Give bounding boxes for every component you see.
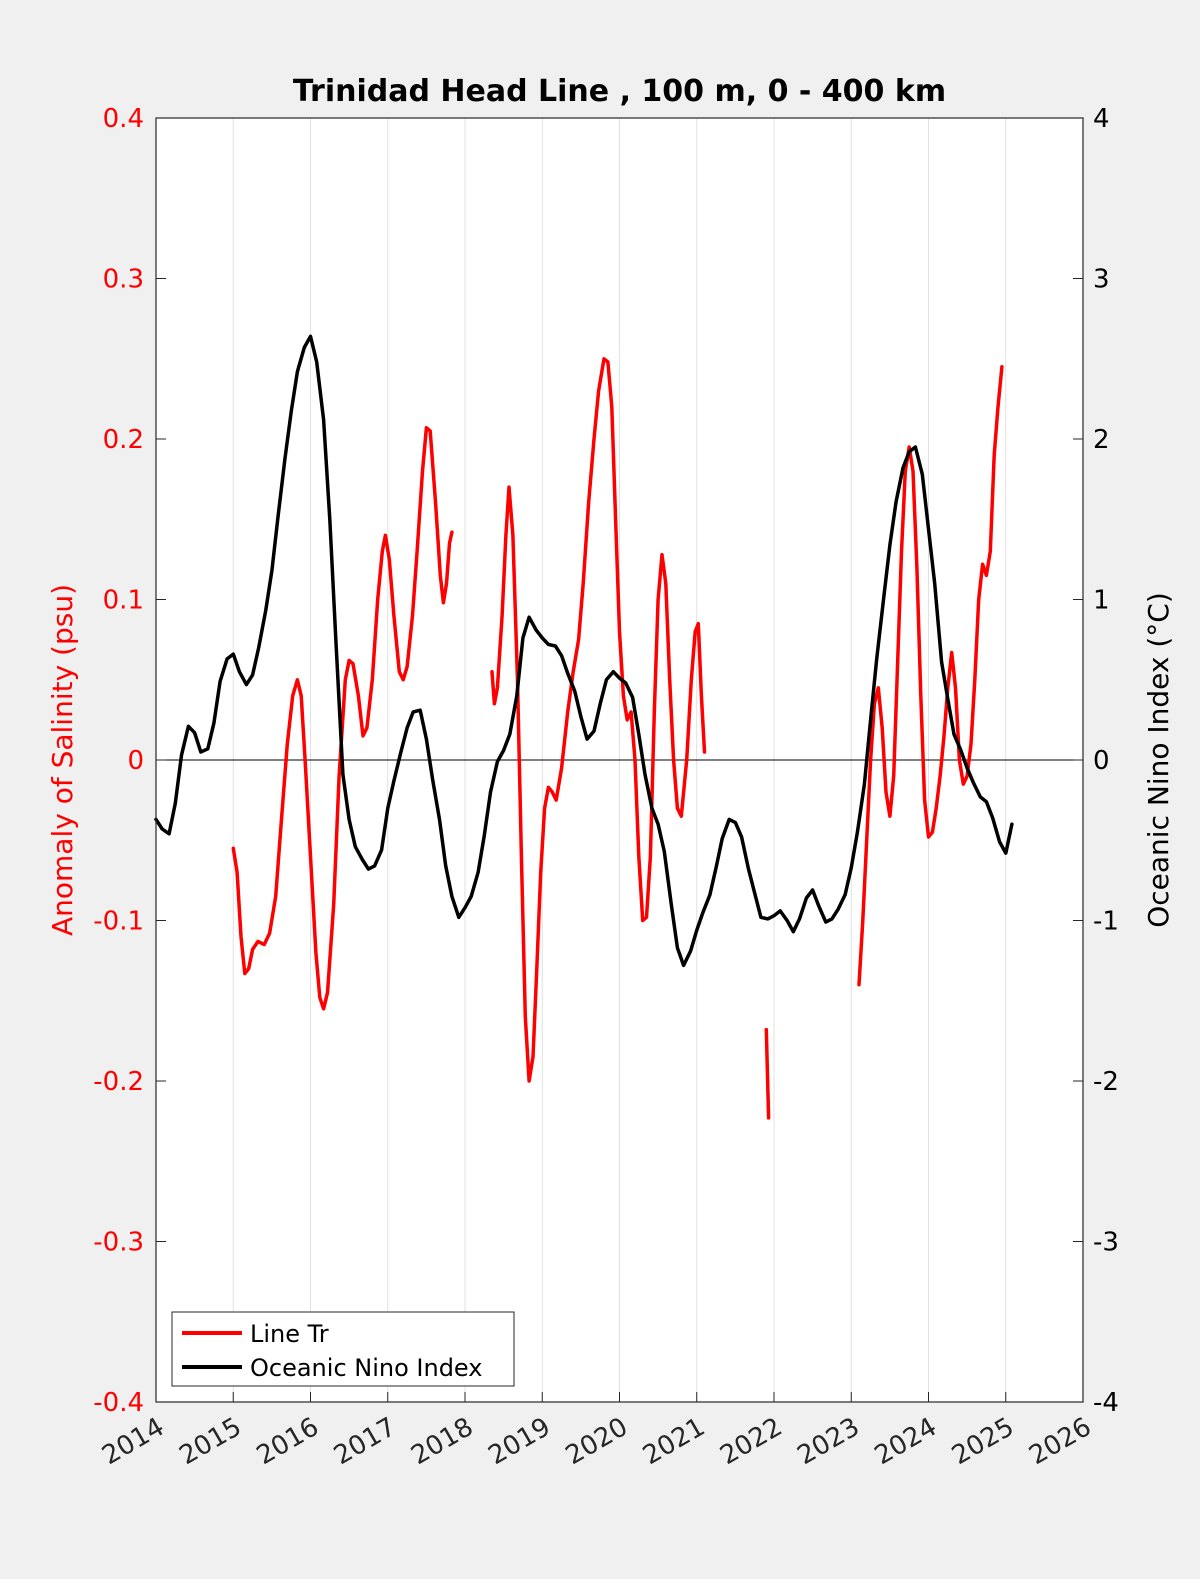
y-right-tick-label: -1 [1093, 907, 1119, 937]
y-right-tick-label: 2 [1093, 425, 1110, 455]
series-line-tr [490, 357, 707, 1083]
y-left-tick-label: -0.2 [93, 1067, 144, 1097]
y-axis-right-label: Oceanic Nino Index (°C) [1142, 592, 1175, 928]
y-left-tick-label: 0.2 [103, 425, 144, 455]
legend-box [171, 1311, 515, 1387]
y-left-tick-label: 0.4 [103, 104, 144, 134]
y-right-tick-label: 3 [1093, 265, 1110, 295]
series-oceanic-nino-index [154, 334, 1014, 968]
y-left-tick-label: 0.1 [103, 586, 144, 616]
legend-label-oni: Oceanic Nino Index [250, 1354, 482, 1382]
series-line-tr [764, 1027, 771, 1120]
series-line-tr [231, 426, 454, 1011]
y-right-tick-label: -4 [1093, 1388, 1119, 1418]
y-right-tick-label: -3 [1093, 1228, 1119, 1258]
y-left-tick-label: -0.3 [93, 1228, 144, 1258]
y-axis-left-label: Anomaly of Salinity (psu) [46, 584, 79, 936]
y-left-tick-label: 0 [127, 746, 144, 776]
chart-title: Trinidad Head Line , 100 m, 0 - 400 km [293, 74, 946, 109]
y-left-tick-label: 0.3 [103, 265, 144, 295]
y-right-tick-label: 1 [1093, 586, 1110, 616]
legend-label-line-tr: Line Tr [250, 1320, 329, 1348]
series-layer [154, 334, 1014, 1120]
series-line-tr [857, 365, 1004, 987]
y-right-tick-label: -2 [1093, 1067, 1119, 1097]
y-left-tick-label: -0.1 [93, 907, 144, 937]
legend: Line Tr Oceanic Nino Index [171, 1311, 515, 1387]
y-right-tick-label: 4 [1093, 104, 1110, 134]
y-left-tick-label: -0.4 [93, 1388, 144, 1418]
y-right-tick-label: 0 [1093, 746, 1110, 776]
